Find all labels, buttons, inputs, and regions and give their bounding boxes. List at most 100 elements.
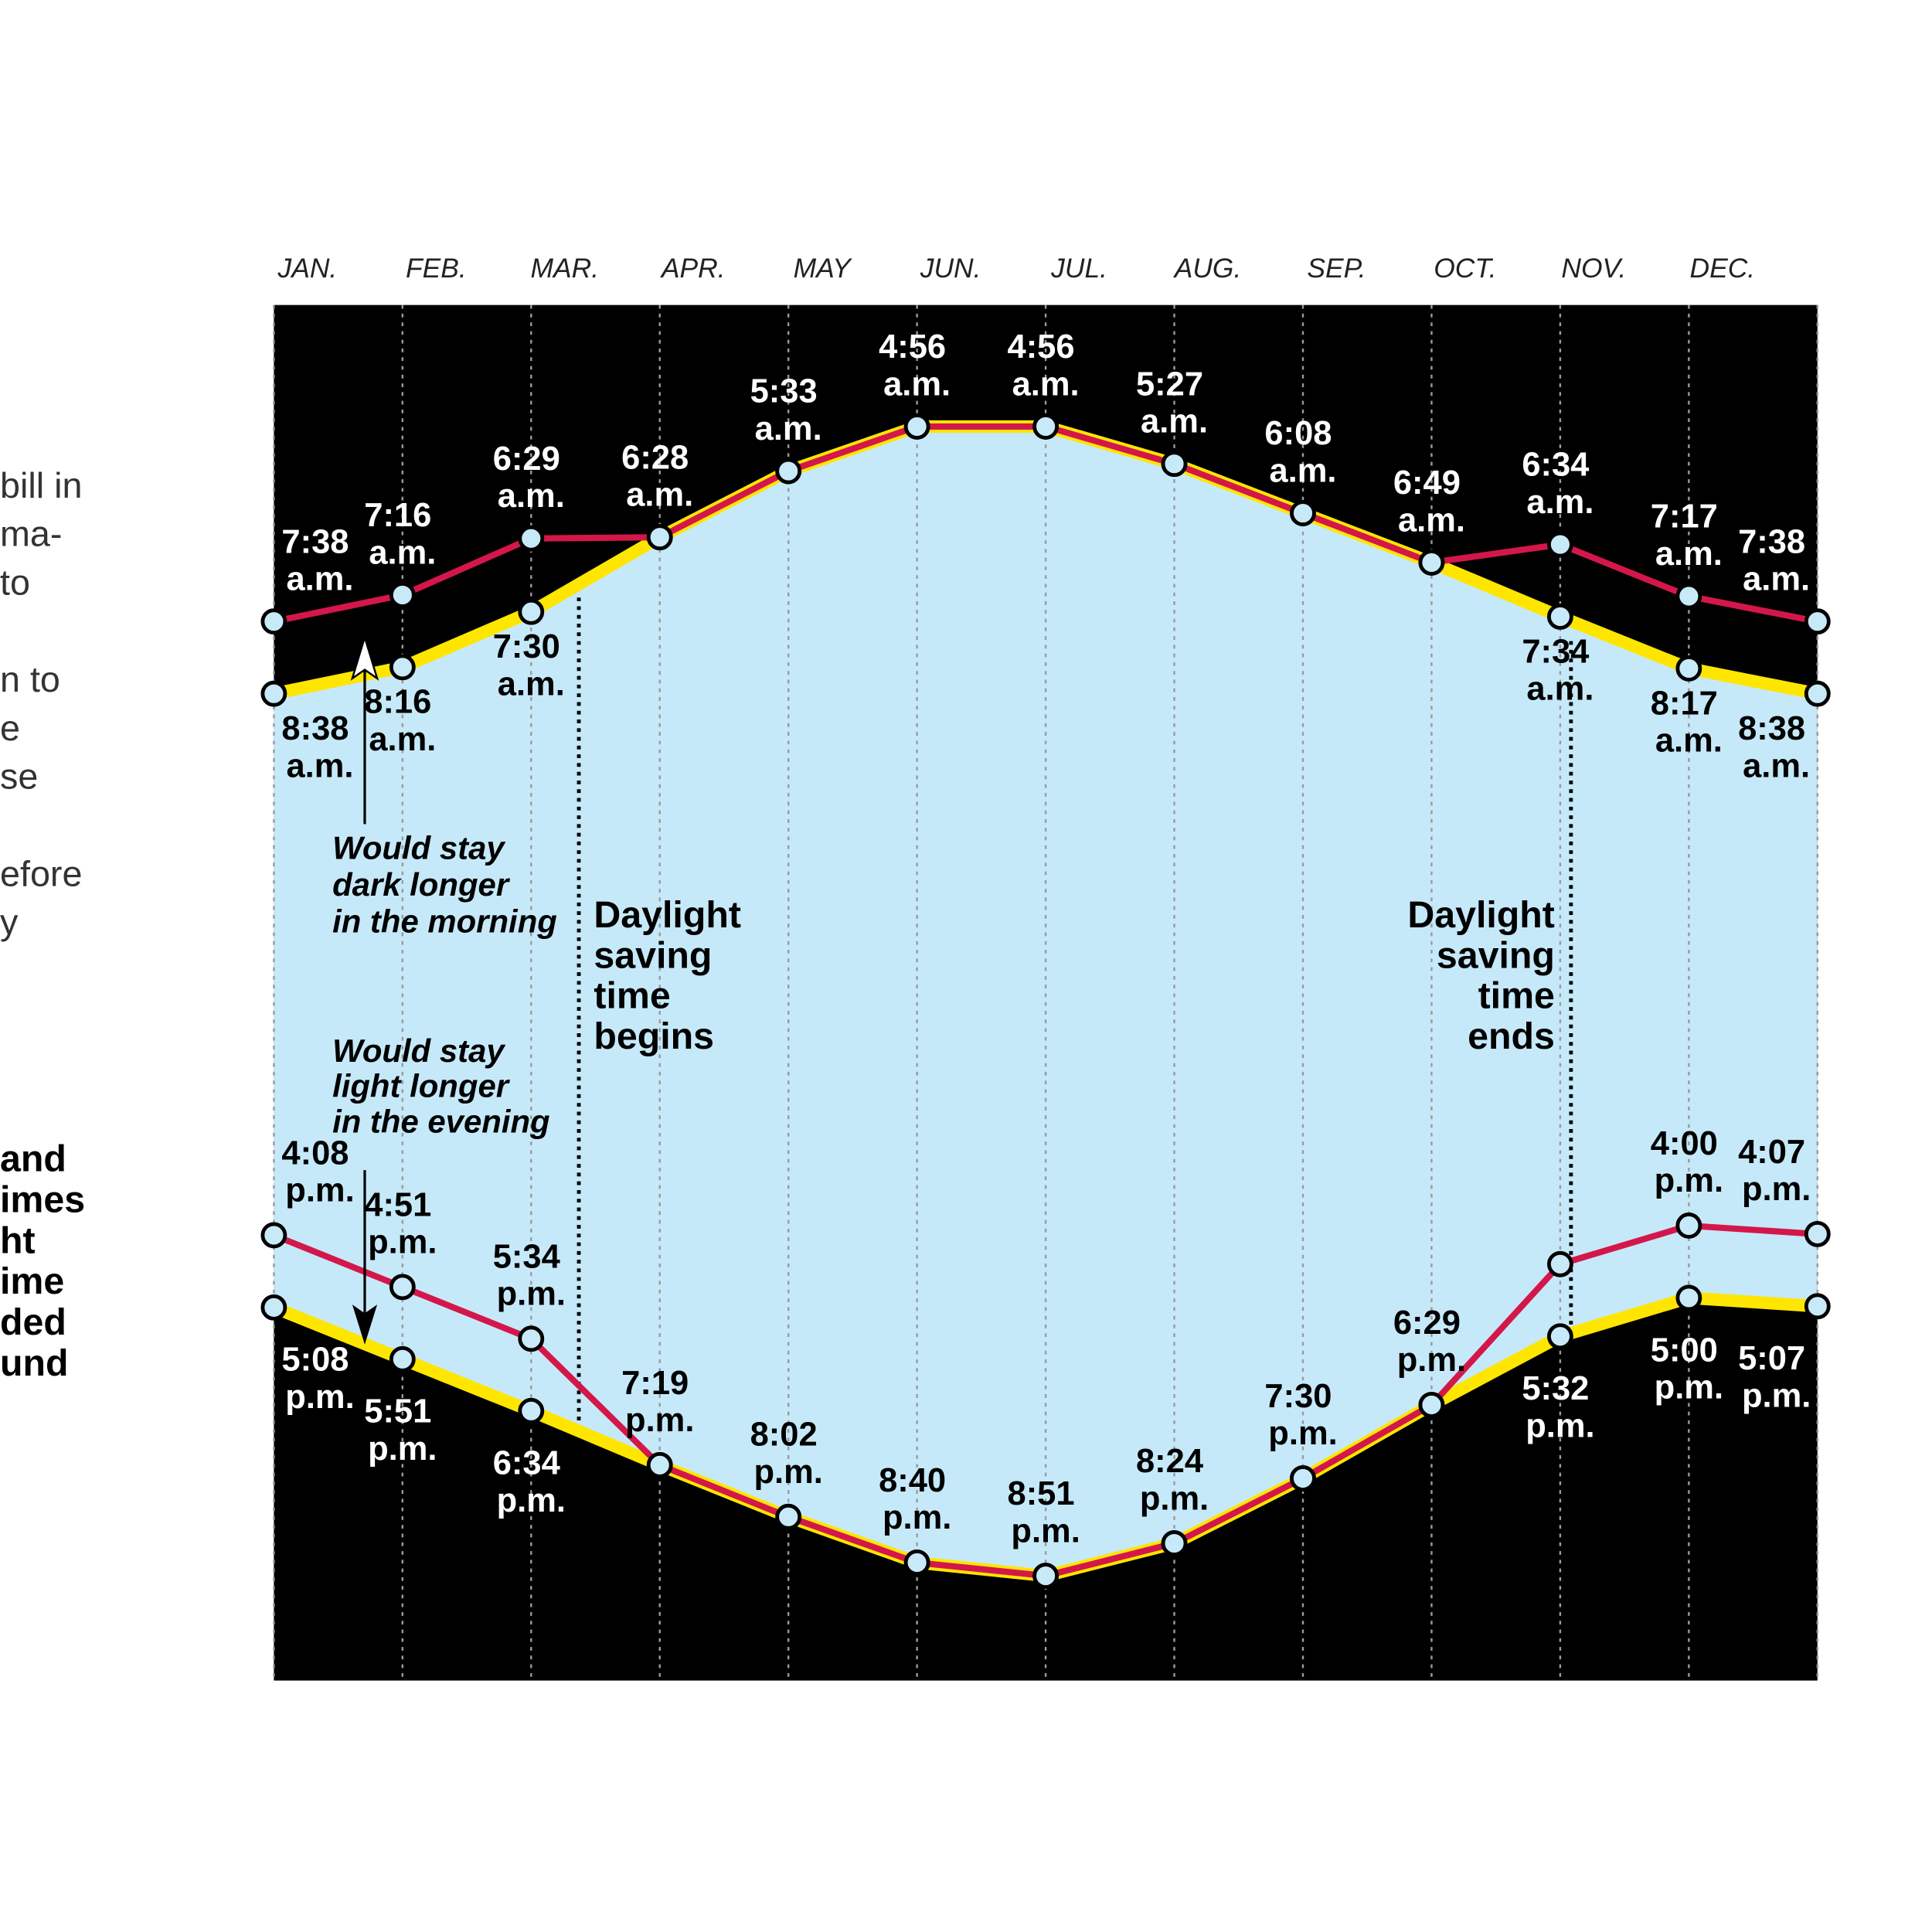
value-label: 5:34 p.m. — [493, 1239, 570, 1313]
point — [389, 654, 416, 681]
x-tick-label: AUG. — [1173, 253, 1242, 284]
value-label: 7:30 a.m. — [493, 629, 570, 703]
x-tick-label: OCT. — [1434, 253, 1496, 284]
point — [1804, 608, 1831, 635]
point — [1675, 1284, 1702, 1311]
arrow-up-head — [350, 634, 379, 681]
side-text: y — [0, 902, 19, 942]
value-label: 7:38 a.m. — [281, 524, 358, 598]
point — [646, 524, 673, 551]
value-label: 6:08 a.m. — [1264, 416, 1341, 490]
value-label: 4:00 p.m. — [1651, 1125, 1727, 1199]
x-tick-label: JAN. — [277, 253, 337, 284]
side-text-bold: ded — [0, 1301, 66, 1343]
point — [1418, 1392, 1445, 1418]
daylight-area — [274, 426, 1818, 1577]
side-text-bold: ime — [0, 1260, 64, 1302]
side-text: efore — [0, 853, 82, 893]
point — [1546, 1250, 1573, 1277]
value-label: 5:07 p.m. — [1738, 1341, 1815, 1415]
side-text-bold: imes — [0, 1179, 85, 1221]
point — [1290, 500, 1316, 526]
value-label: 6:29 a.m. — [493, 440, 570, 515]
point — [1675, 1213, 1702, 1239]
arrow-down-head — [352, 1304, 378, 1345]
value-label: 4:07 p.m. — [1738, 1134, 1815, 1208]
value-label: 8:38 a.m. — [1738, 710, 1815, 784]
point — [260, 1294, 287, 1321]
point — [518, 1397, 545, 1424]
value-label: 5:32 p.m. — [1522, 1371, 1598, 1445]
point — [775, 457, 802, 485]
point — [389, 1345, 416, 1372]
x-tick-label: JUL. — [1050, 253, 1107, 284]
side-text: to — [0, 562, 30, 602]
value-label: 8:51 p.m. — [1008, 1476, 1084, 1550]
point — [1161, 1530, 1188, 1556]
side-text: ma- — [0, 514, 62, 554]
value-label: 5:33 a.m. — [750, 373, 827, 447]
value-label: 4:51 p.m. — [364, 1187, 440, 1261]
value-label: 5:27 a.m. — [1136, 366, 1213, 440]
value-label: 7:19 p.m. — [621, 1365, 698, 1439]
point — [260, 608, 287, 635]
point — [1161, 451, 1188, 478]
side-text: se — [0, 757, 38, 797]
x-tick-label: SEP. — [1307, 253, 1366, 284]
value-label: 8:17 a.m. — [1651, 685, 1727, 760]
value-label: 6:28 a.m. — [621, 440, 698, 514]
point — [518, 1325, 545, 1352]
text-layer: JAN. FEB. MAR. APR. MAY JUN. JUL. AUG. SEP. OCT. N… — [0, 253, 1815, 1550]
value-label: 6:34 p.m. — [493, 1445, 570, 1519]
side-text-bold: und — [0, 1342, 69, 1384]
point — [903, 1549, 930, 1576]
x-tick-label: FEB. — [406, 253, 467, 284]
point — [1675, 655, 1702, 682]
point — [260, 680, 287, 707]
value-label: 7:16 a.m. — [364, 498, 440, 572]
x-tick-label: APR. — [660, 253, 726, 284]
point — [903, 413, 930, 440]
annotation: Would stay — [332, 829, 506, 866]
annotation: light longer — [332, 1068, 511, 1104]
value-label: 6:49 a.m. — [1393, 465, 1470, 539]
side-text-bold: ht — [0, 1219, 36, 1261]
value-label: 7:30 p.m. — [1264, 1378, 1341, 1452]
value-label: 6:29 p.m. — [1393, 1304, 1470, 1379]
point — [389, 1274, 416, 1301]
x-tick-label: MAR. — [530, 253, 599, 284]
annotation: begins — [594, 1015, 714, 1057]
annotation: ends — [1468, 1015, 1555, 1057]
value-label: 7:17 a.m. — [1651, 498, 1727, 573]
side-text: n to — [0, 659, 60, 699]
point — [775, 1503, 802, 1530]
value-label: 5:08 p.m. — [281, 1342, 358, 1416]
point — [1804, 680, 1831, 707]
point — [1546, 1323, 1573, 1350]
point — [1418, 549, 1445, 576]
point — [260, 1222, 287, 1249]
x-tick-label: DEC. — [1690, 253, 1756, 284]
annotation: saving — [594, 934, 712, 976]
value-label: 6:34 a.m. — [1522, 447, 1598, 521]
point — [1032, 1563, 1060, 1590]
annotation: Would stay — [332, 1032, 506, 1069]
value-label: 8:40 p.m. — [879, 1462, 955, 1536]
annotation: Daylight — [594, 894, 741, 936]
side-text: e — [0, 708, 20, 748]
x-tick-label: MAY — [794, 253, 853, 284]
point — [1546, 531, 1573, 558]
point — [518, 598, 545, 625]
annotation: time — [1478, 975, 1555, 1017]
point — [1032, 413, 1060, 440]
value-label: 7:38 a.m. — [1738, 524, 1815, 598]
area-layer — [274, 426, 1818, 1577]
lines-layer — [260, 413, 1831, 1590]
annotation: dark longer — [332, 866, 511, 903]
side-text: bill in — [0, 465, 82, 505]
annotation: Daylight — [1407, 894, 1555, 936]
value-label: 8:16 a.m. — [364, 684, 440, 758]
value-label: 8:02 p.m. — [750, 1417, 827, 1491]
value-label: 5:51 p.m. — [364, 1393, 440, 1468]
